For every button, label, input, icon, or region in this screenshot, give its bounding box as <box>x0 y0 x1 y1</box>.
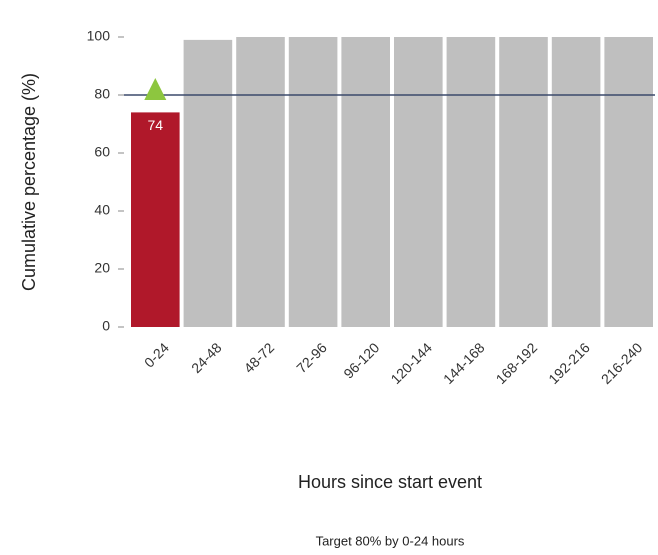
x-tick-label: 72-96 <box>293 339 330 376</box>
bar <box>183 39 233 328</box>
y-tick-label: 40 <box>94 202 110 218</box>
y-tick-label: 80 <box>94 86 110 102</box>
y-tick-label: 60 <box>94 144 110 160</box>
x-axis-title: Hours since start event <box>298 472 482 492</box>
x-tick-label: 120-144 <box>387 339 435 387</box>
x-tick-label: 168-192 <box>493 339 541 387</box>
bar <box>341 37 390 327</box>
bar <box>499 37 548 327</box>
footnote: Target 80% by 0-24 hours <box>316 533 465 548</box>
bar <box>288 37 338 327</box>
bar <box>131 112 180 328</box>
x-tick-label: 24-48 <box>188 339 225 376</box>
y-tick-label: 20 <box>94 260 110 276</box>
x-tick-label: 216-240 <box>598 339 646 387</box>
bar <box>551 37 601 327</box>
y-tick-label: 0 <box>102 318 110 334</box>
y-axis-title: Cumulative percentage (%) <box>19 73 39 291</box>
target-marker <box>144 78 167 100</box>
y-tick-label: 100 <box>87 28 111 44</box>
x-tick-label: 0-24 <box>141 339 172 370</box>
x-tick-label: 144-168 <box>440 339 488 387</box>
x-tick-label: 96-120 <box>340 339 382 381</box>
bar <box>604 37 653 327</box>
bar <box>236 37 285 327</box>
bar <box>446 37 496 327</box>
x-tick-label: 192-216 <box>545 339 593 387</box>
x-tick-label: 48-72 <box>241 339 278 376</box>
bar <box>394 37 443 327</box>
data-label: 74 <box>148 117 164 133</box>
